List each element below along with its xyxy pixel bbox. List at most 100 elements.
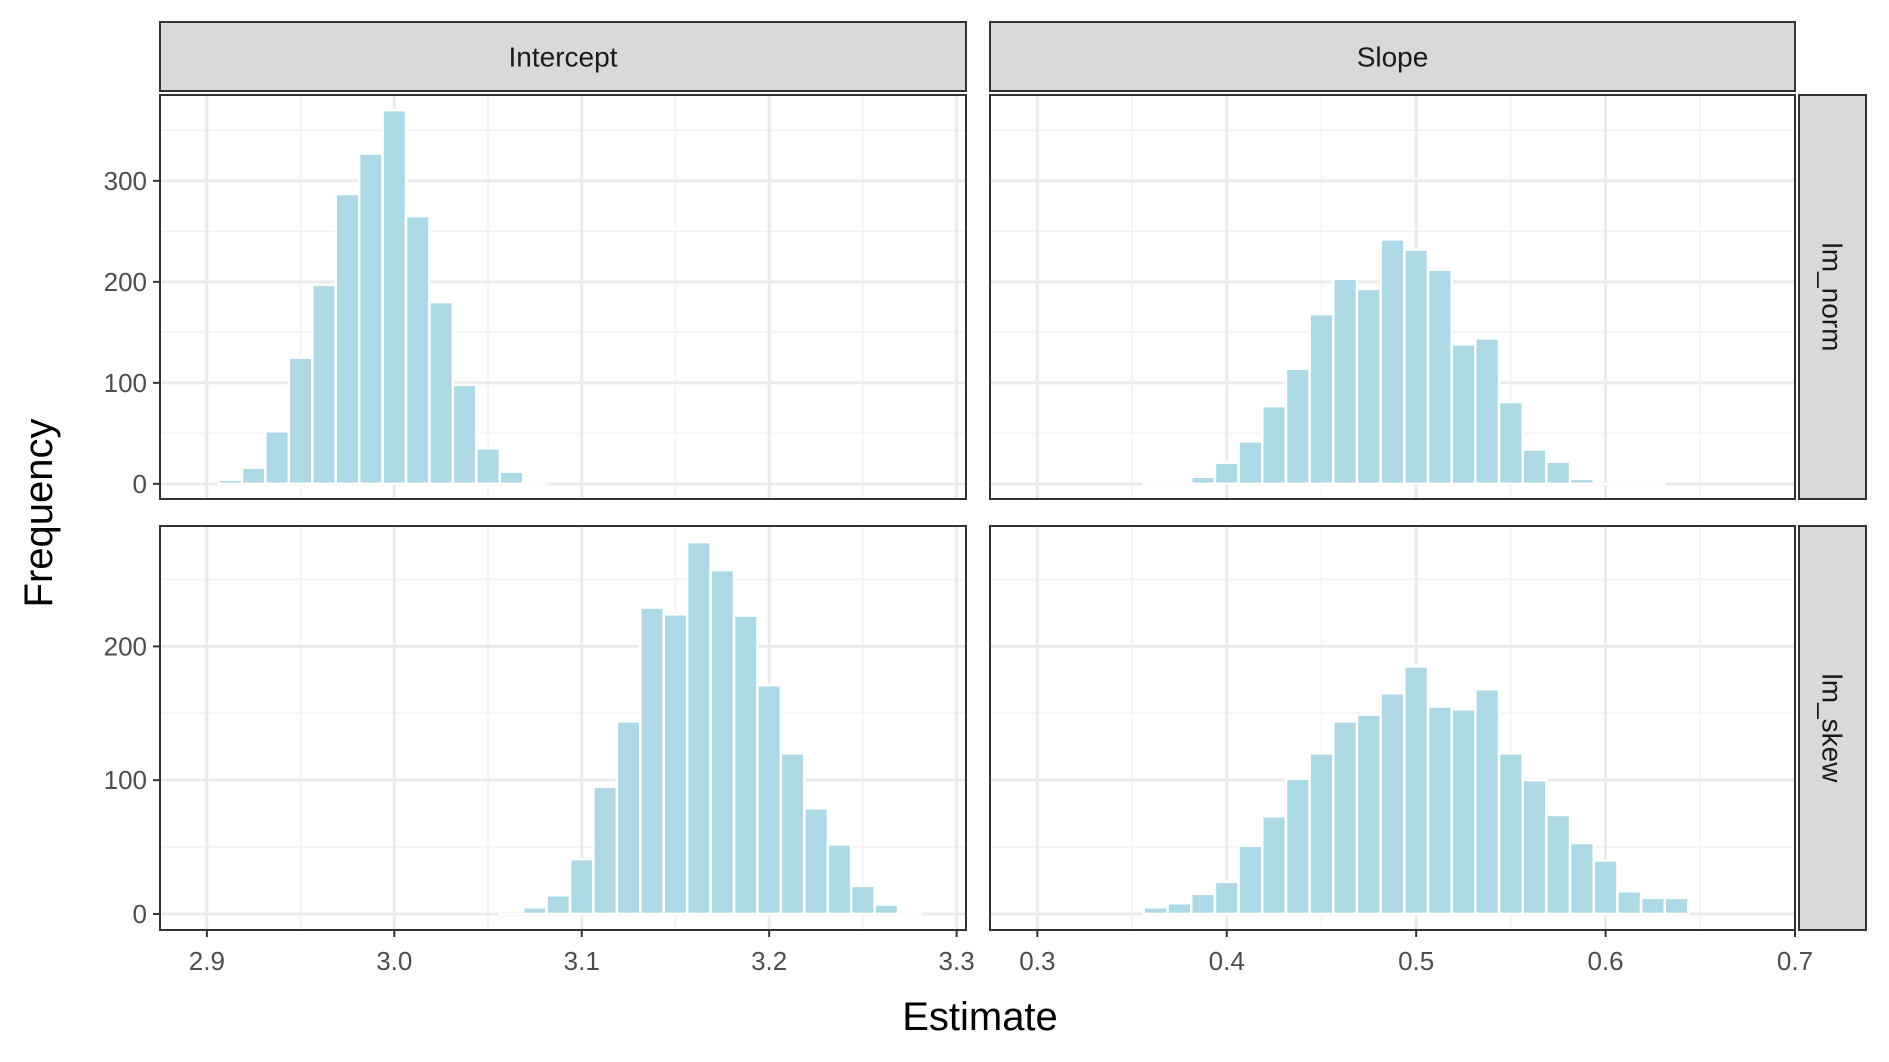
x-tick-label: 3.3: [939, 946, 975, 976]
strips-layer: Intercept Slope lm_norm lm_skew: [159, 21, 1867, 931]
histogram-bar: [1284, 777, 1311, 916]
panel-lm-skew-slope: [989, 525, 1797, 931]
strip-label-intercept: Intercept: [509, 42, 618, 73]
histogram-bar: [1450, 708, 1477, 916]
histogram-bar: [662, 613, 689, 916]
strip-intercept: [159, 21, 967, 92]
histogram-bar: [1616, 889, 1643, 916]
panel-border: [989, 525, 1796, 931]
histogram-bar: [1403, 248, 1430, 486]
panel-lm-skew-intercept: [159, 525, 967, 931]
histogram-bar: [1497, 400, 1524, 486]
y-tick-label: 200: [104, 267, 147, 297]
y-tick-label: 200: [104, 631, 147, 661]
histogram-bar: [1213, 461, 1240, 486]
histogram-bar: [756, 683, 783, 916]
panels-layer: [159, 94, 1797, 931]
y-tick-label: 300: [104, 166, 147, 196]
histogram-bar: [639, 606, 665, 916]
strip-lm-norm: [1798, 94, 1867, 500]
x-tick-label: 2.9: [189, 946, 225, 976]
histogram-bar: [240, 466, 267, 486]
histogram-bar: [779, 752, 806, 916]
histogram-bar: [1497, 752, 1524, 916]
histogram-bar: [217, 478, 244, 486]
panel-border: [989, 94, 1796, 500]
histogram-bar: [498, 910, 525, 916]
histogram-bar: [1592, 859, 1619, 916]
histogram-bar: [475, 447, 501, 486]
histogram-bar: [1545, 813, 1572, 916]
histogram-bar: [1332, 720, 1359, 916]
y-axis-title: Frequency: [17, 419, 61, 608]
histogram-bar: [1142, 906, 1169, 916]
histogram-bar: [1166, 901, 1193, 916]
x-tick-label: 0.7: [1777, 946, 1813, 976]
x-axis-title: Estimate: [902, 995, 1058, 1039]
strip-label-lm-norm: lm_norm: [1817, 243, 1848, 352]
histogram-bar: [404, 214, 431, 486]
histogram-bar: [1568, 841, 1595, 916]
histogram-bar: [1142, 481, 1169, 486]
histogram-bar: [545, 893, 572, 916]
histogram-bar: [311, 283, 337, 486]
histogram-bar: [615, 720, 642, 916]
histogram-bar: [1237, 844, 1264, 916]
histogram-bar: [1166, 480, 1193, 486]
histogram-bar: [381, 108, 408, 486]
histogram-bar: [826, 843, 853, 916]
histogram-bar: [498, 470, 525, 486]
panel-lm-norm-slope: [989, 94, 1797, 500]
histogram-bar: [1521, 778, 1548, 916]
histogram-bar: [264, 430, 291, 486]
histogram-bar: [1308, 312, 1335, 486]
histogram-bar: [1426, 268, 1453, 486]
histogram-bar: [709, 568, 736, 916]
histogram-bar: [1545, 460, 1572, 486]
histogram-bar: [1379, 238, 1406, 486]
histogram-bar: [1639, 896, 1667, 916]
histogram-bar: [451, 383, 478, 486]
histogram-bar: [1403, 665, 1430, 916]
panel-border: [159, 94, 967, 500]
histogram-bar: [1568, 477, 1595, 486]
histogram-bar: [1521, 448, 1548, 486]
histogram-bar: [1261, 404, 1288, 486]
histogram-bar: [1474, 687, 1501, 916]
x-tick-label: 0.4: [1209, 946, 1245, 976]
histogram-bar: [428, 300, 455, 486]
strip-label-slope: Slope: [1357, 42, 1429, 73]
histogram-bar: [1190, 475, 1217, 486]
strip-label-lm-skew: lm_skew: [1817, 674, 1848, 784]
axes-layer: 0 100 200 300 0 100 200 2.9 3.0 3.1 3.2 3.3 0.3 0.4 0.…: [104, 166, 1813, 976]
histogram-bar: [287, 356, 314, 486]
y-tick-label: 100: [104, 765, 147, 795]
x-tick-label: 3.1: [564, 946, 600, 976]
histogram-bar: [568, 857, 595, 916]
strip-lm-skew: [1798, 525, 1867, 931]
y-tick-label: 0: [133, 899, 147, 929]
histogram-bar: [1663, 896, 1690, 916]
y-tick-label: 0: [133, 469, 147, 499]
histogram-bar: [803, 807, 830, 916]
histogram-bar: [873, 903, 900, 916]
histogram-bar: [1190, 892, 1217, 916]
histogram-bar: [849, 884, 876, 916]
histogram-bar: [1213, 880, 1240, 916]
x-tick-label: 3.2: [751, 946, 787, 976]
x-tick-label: 0.6: [1588, 946, 1624, 976]
histogram-bar: [1355, 713, 1382, 916]
x-tick-label: 0.3: [1019, 946, 1055, 976]
strip-slope: [989, 21, 1796, 92]
histogram-bar: [1355, 287, 1382, 486]
histogram-bar: [685, 540, 712, 916]
histogram-bar: [1450, 343, 1477, 486]
histogram-bar: [334, 192, 361, 486]
histogram-bar: [1426, 705, 1453, 916]
histogram-bar: [1237, 440, 1264, 486]
panel-border: [159, 525, 967, 931]
panel-lm-norm-intercept: [159, 94, 967, 500]
histogram-bar: [1616, 481, 1643, 486]
y-tick-label: 100: [104, 368, 147, 398]
